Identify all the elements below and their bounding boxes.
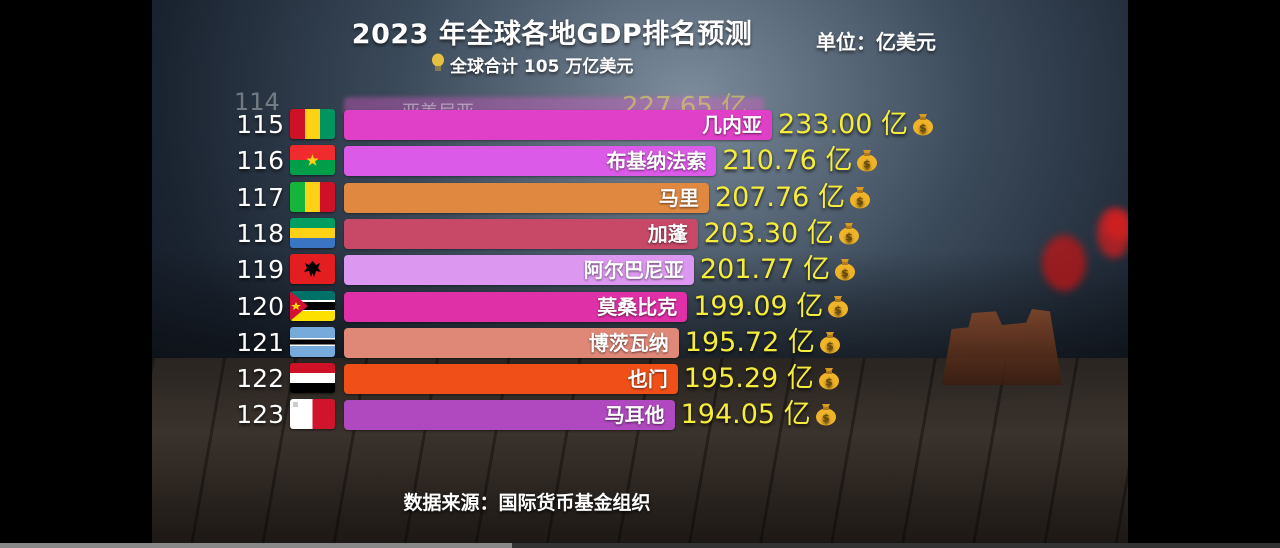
money-bag-icon: $	[818, 365, 840, 390]
bar-category-label: 莫桑比克	[597, 294, 678, 319]
bar-value-label: 195.29 亿 $	[684, 362, 840, 396]
bar	[344, 182, 709, 213]
chart-subtitle: 全球合计 105 万亿美元	[450, 52, 633, 77]
bar-row: 116 布基纳法索 210.76 亿 $	[152, 144, 1128, 178]
bar-row: 115 几内亚 233.00 亿 $	[152, 108, 1128, 142]
money-bag-icon: $	[912, 111, 934, 136]
bar-value-label: 199.09 亿 $	[693, 290, 849, 324]
value-number: 207.76 亿	[714, 181, 845, 213]
bar	[344, 146, 717, 177]
bar-row: 123 马耳他 194.05 亿 $	[152, 398, 1128, 432]
value-number: 210.76 亿	[722, 145, 853, 177]
bar-row: 117 马里 207.76 亿 $	[152, 181, 1128, 215]
money-bag-icon: $	[834, 256, 856, 281]
rank-label: 118	[236, 218, 284, 248]
unit-label: 单位：亿美元	[816, 30, 936, 54]
botswana-flag-icon	[290, 326, 335, 357]
svg-text:$: $	[822, 412, 830, 425]
bar-value-label: 233.00 亿 $	[778, 108, 934, 142]
bulb-icon	[432, 53, 444, 71]
albania-flag-icon	[290, 254, 335, 285]
value-number: 194.05 亿	[680, 399, 811, 431]
bar-value-label: 210.76 亿 $	[722, 144, 878, 178]
rank-label: 122	[236, 364, 284, 394]
bar	[344, 400, 675, 431]
bokeh-light	[1042, 235, 1086, 291]
subtitle-text: 全球合计 105 万亿美元	[450, 57, 634, 77]
rank-label: 120	[236, 291, 284, 321]
bar-category-label: 博茨瓦纳	[588, 330, 669, 355]
gabon-flag-icon	[290, 217, 335, 248]
chart-title: 2023 年全球各地GDP排名预测	[351, 19, 753, 50]
bar-row: 121 博茨瓦纳 195.72 亿 $	[152, 326, 1128, 360]
bar-row: 119 阿尔巴尼亚 201.77 亿 $	[152, 253, 1128, 287]
bar-row: 122 也门 195.29 亿 $	[152, 362, 1128, 396]
value-number: 195.72 亿	[684, 326, 815, 358]
data-source: 数据来源：国际货币基金组织	[403, 492, 651, 514]
bar-category-label: 也门	[627, 367, 668, 392]
svg-text:$: $	[864, 158, 872, 171]
bar-category-label: 马里	[658, 185, 699, 210]
bokeh-light	[1104, 210, 1128, 240]
ghost-rank: 114	[234, 88, 280, 116]
video-progress-fill	[0, 543, 512, 548]
burkina-faso-flag-icon	[290, 145, 335, 176]
bar	[344, 327, 679, 358]
money-bag-icon: $	[856, 147, 878, 172]
svg-text:$: $	[845, 230, 853, 243]
svg-text:$: $	[841, 267, 849, 280]
yemen-flag-icon	[290, 363, 335, 394]
money-bag-icon: $	[849, 184, 871, 209]
bar	[344, 255, 694, 286]
bar-category-label: 阿尔巴尼亚	[583, 258, 684, 283]
rank-label: 115	[236, 110, 284, 139]
value-number: 233.00 亿	[778, 109, 909, 140]
value-number: 203.30 亿	[703, 217, 834, 249]
bar	[344, 218, 698, 249]
money-bag-icon: $	[819, 329, 841, 354]
value-number: 199.09 亿	[693, 290, 824, 322]
bar	[344, 110, 772, 140]
rank-label: 119	[236, 255, 284, 285]
rank-label: 117	[236, 182, 284, 212]
rank-label: 123	[236, 400, 284, 430]
money-bag-icon: $	[815, 401, 837, 426]
bar-category-label: 马耳他	[604, 403, 665, 428]
video-frame: 2023 年全球各地GDP排名预测 单位：亿美元 全球合计 105 万亿美元 1…	[152, 0, 1128, 548]
bar-category-label: 布基纳法索	[606, 149, 707, 174]
bar	[344, 291, 688, 322]
value-number: 201.77 亿	[699, 254, 830, 286]
value-number: 195.29 亿	[683, 363, 814, 395]
malta-flag-icon	[290, 399, 335, 430]
svg-text:$: $	[919, 122, 927, 135]
svg-text:$: $	[834, 303, 842, 316]
mali-flag-icon	[290, 181, 335, 212]
bar	[344, 364, 678, 395]
rank-label: 116	[236, 146, 284, 176]
bar-row: 120 莫桑比克 199.09 亿 $	[152, 290, 1128, 324]
rank-label: 121	[236, 327, 284, 357]
money-bag-icon: $	[827, 293, 849, 317]
bar-category-label: 几内亚	[702, 113, 762, 137]
money-bag-icon: $	[838, 220, 860, 245]
svg-text:$: $	[856, 194, 864, 207]
bar-row: 118 加蓬 203.30 亿 $	[152, 217, 1128, 251]
svg-text:$: $	[825, 376, 833, 389]
bar-value-label: 194.05 亿 $	[681, 398, 837, 432]
svg-text:$: $	[826, 339, 834, 352]
bar-value-label: 207.76 亿 $	[715, 181, 871, 215]
bar-value-label: 203.30 亿 $	[704, 217, 860, 251]
video-progress-bar[interactable]	[0, 543, 1280, 548]
bar-category-label: 加蓬	[647, 221, 688, 246]
mozambique-flag-icon	[290, 290, 335, 321]
bar-value-label: 201.77 亿 $	[700, 253, 856, 287]
bar-value-label: 195.72 亿 $	[685, 326, 841, 360]
guinea-flag-icon	[290, 109, 335, 139]
